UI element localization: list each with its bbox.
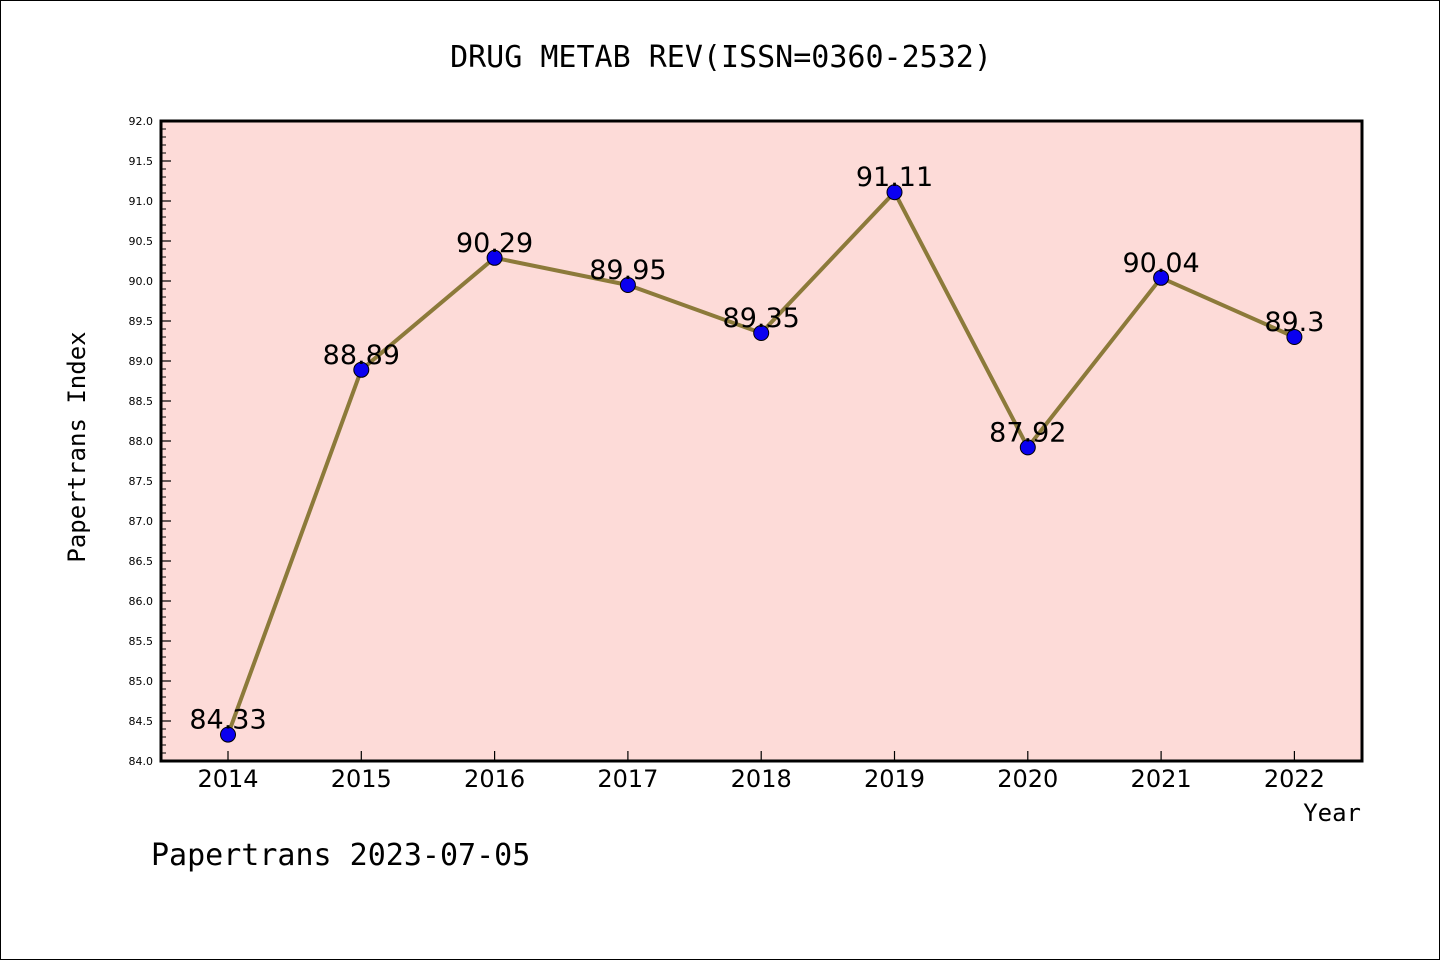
data-label: 89.35: [723, 303, 800, 334]
data-point: [619, 277, 636, 293]
x-tick-label: 2020: [997, 765, 1058, 793]
plot-area: [161, 121, 1362, 761]
x-tick-label: 2015: [331, 765, 392, 793]
y-tick-label: 85.5: [129, 635, 154, 648]
data-label: 91.11: [856, 162, 933, 193]
y-tick-label: 85.0: [129, 675, 154, 688]
data-point: [353, 361, 370, 378]
footer-date: Papertrans 2023-07-05: [151, 838, 530, 873]
x-tick-label: 2016: [464, 765, 525, 793]
x-tick-label: 2021: [1131, 765, 1192, 793]
data-label: 89.95: [589, 255, 666, 286]
y-tick-label: 91.0: [129, 195, 154, 208]
y-tick-label: 88.5: [129, 395, 154, 408]
x-tick-label: 2022: [1264, 765, 1325, 793]
y-tick-label: 88.0: [129, 435, 154, 448]
data-label: 90.04: [1122, 248, 1199, 279]
y-tick-label: 90.5: [129, 235, 154, 248]
data-point: [1286, 329, 1303, 345]
y-tick-label: 89.0: [129, 355, 154, 368]
x-axis-label: Year: [1303, 799, 1361, 827]
y-tick-label: 87.5: [129, 475, 154, 488]
data-point: [486, 249, 503, 266]
y-tick-label: 86.0: [129, 595, 154, 608]
plot-border: [159, 119, 1364, 763]
y-tick-label: 84.5: [129, 715, 154, 728]
y-tick-label: 92.0: [129, 115, 154, 128]
data-label: 88.89: [323, 340, 400, 371]
y-tick-label: 89.5: [129, 315, 154, 328]
data-label: 90.29: [456, 228, 533, 259]
x-tick-label: 2018: [731, 765, 792, 793]
data-point: [220, 726, 236, 743]
data-point: [886, 184, 903, 201]
x-tick-label: 2017: [597, 765, 658, 793]
data-point: [753, 325, 770, 341]
y-axis-label: Papertrans Index: [63, 331, 91, 562]
data-point: [1153, 269, 1170, 286]
data-point: [1019, 439, 1036, 456]
data-label: 87.92: [989, 417, 1066, 448]
x-axis: 2014 2015 2016 2017 2018 2019 2020 2021 2022: [197, 751, 1325, 793]
series-layer: 84.33 88.89 90.29 89.95 89.35 91.11 87.92 90.04…: [189, 162, 1324, 743]
data-label: 89.3: [1264, 307, 1324, 338]
y-tick-label: 91.5: [129, 155, 154, 168]
chart-title: DRUG METAB REV(ISSN=0360-2532): [450, 40, 992, 75]
x-tick-label: 2014: [197, 765, 258, 793]
y-tick-label: 87.0: [129, 515, 154, 528]
data-label: 84.33: [189, 705, 266, 736]
y-tick-label: 86.5: [129, 555, 154, 568]
y-tick-label: 90.0: [129, 275, 154, 288]
y-tick-label: 84.0: [129, 755, 154, 768]
x-tick-label: 2019: [864, 765, 925, 793]
